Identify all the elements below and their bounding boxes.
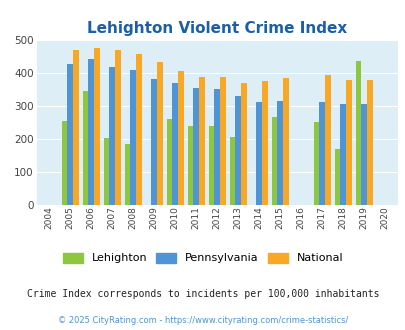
- Bar: [229, 137, 235, 205]
- Bar: [319, 102, 324, 205]
- Bar: [345, 80, 351, 205]
- Bar: [220, 77, 225, 205]
- Bar: [313, 122, 319, 205]
- Bar: [366, 80, 372, 205]
- Bar: [198, 77, 204, 205]
- Bar: [193, 88, 198, 205]
- Bar: [282, 78, 288, 205]
- Bar: [88, 59, 94, 205]
- Bar: [157, 62, 162, 205]
- Bar: [172, 83, 177, 205]
- Bar: [151, 79, 157, 205]
- Bar: [187, 126, 193, 205]
- Bar: [73, 50, 79, 205]
- Bar: [271, 117, 277, 205]
- Bar: [94, 48, 99, 205]
- Bar: [67, 64, 73, 205]
- Bar: [177, 71, 183, 205]
- Bar: [124, 144, 130, 205]
- Bar: [261, 81, 267, 205]
- Bar: [334, 148, 339, 205]
- Bar: [83, 91, 88, 205]
- Bar: [355, 61, 360, 205]
- Legend: Lehighton, Pennsylvania, National: Lehighton, Pennsylvania, National: [60, 249, 345, 267]
- Bar: [277, 101, 282, 205]
- Bar: [339, 104, 345, 205]
- Bar: [62, 121, 67, 205]
- Bar: [256, 102, 261, 205]
- Bar: [208, 126, 214, 205]
- Title: Lehighton Violent Crime Index: Lehighton Violent Crime Index: [87, 21, 347, 36]
- Bar: [214, 89, 220, 205]
- Bar: [109, 67, 115, 205]
- Bar: [241, 83, 246, 205]
- Bar: [130, 70, 136, 205]
- Text: Crime Index corresponds to incidents per 100,000 inhabitants: Crime Index corresponds to incidents per…: [27, 289, 378, 299]
- Text: © 2025 CityRating.com - https://www.cityrating.com/crime-statistics/: © 2025 CityRating.com - https://www.city…: [58, 316, 347, 325]
- Bar: [360, 104, 366, 205]
- Bar: [115, 50, 120, 205]
- Bar: [136, 54, 141, 205]
- Bar: [324, 75, 330, 205]
- Bar: [235, 96, 241, 205]
- Bar: [103, 138, 109, 205]
- Bar: [166, 119, 172, 205]
